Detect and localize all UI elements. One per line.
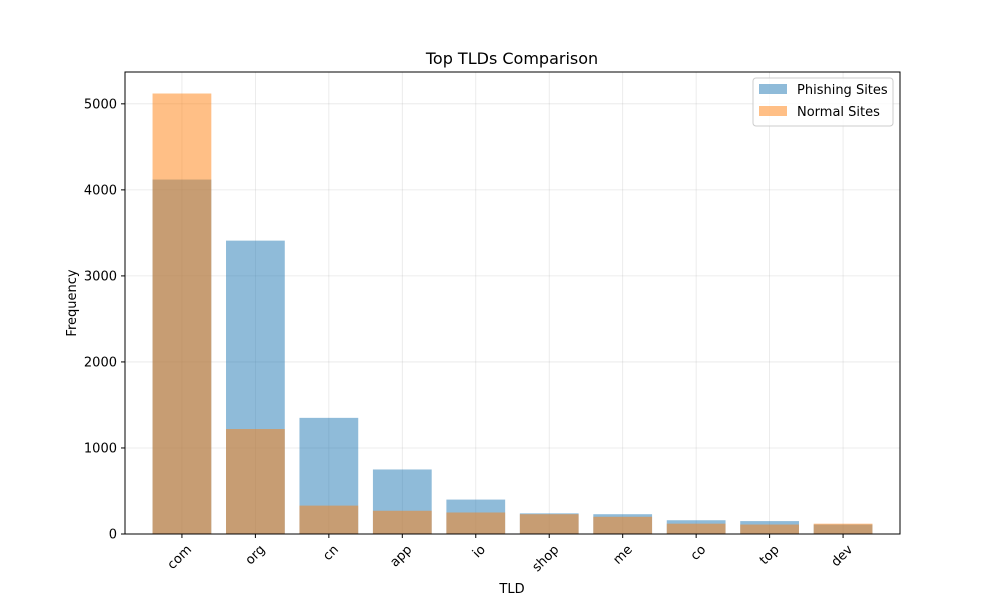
y-tick-label-2000: 2000 [84, 355, 117, 370]
legend-label-phishing-sites: Phishing Sites [797, 83, 888, 98]
bar-normal-sites-com [152, 93, 212, 535]
legend: Phishing Sites Normal Sites [752, 77, 894, 127]
y-tick-label-3000: 3000 [84, 269, 117, 284]
bar-normal-sites-dev [813, 523, 873, 534]
bar-normal-sites-me [593, 516, 653, 534]
bar-normal-sites-org [226, 429, 285, 534]
legend-swatch-normal-sites [759, 106, 787, 116]
bar-normal-sites-io [446, 512, 506, 534]
y-tick-label-0: 0 [109, 528, 117, 543]
bar-normal-sites-co [666, 523, 726, 534]
y-axis-label: Frequency [65, 269, 80, 336]
bar-normal-sites-shop [519, 514, 579, 534]
legend-frame [752, 77, 894, 127]
bar-normal-sites-cn [299, 505, 359, 534]
bar-normal-sites-app [372, 510, 432, 534]
x-axis-label: TLD [498, 582, 524, 597]
bars [152, 93, 873, 535]
chart-title: Top TLDs Comparison [425, 49, 598, 68]
bar-normal-sites-top [740, 524, 799, 534]
y-tick-label-4000: 4000 [84, 183, 117, 198]
y-tick-label-5000: 5000 [84, 97, 117, 112]
plot-frame [124, 71, 901, 535]
y-tick-label-1000: 1000 [84, 441, 117, 456]
legend-swatch-phishing-sites [759, 84, 787, 94]
legend-label-normal-sites: Normal Sites [797, 105, 880, 120]
y-axis-ticks: 0 1000 2000 3000 4000 5000 [84, 97, 125, 543]
